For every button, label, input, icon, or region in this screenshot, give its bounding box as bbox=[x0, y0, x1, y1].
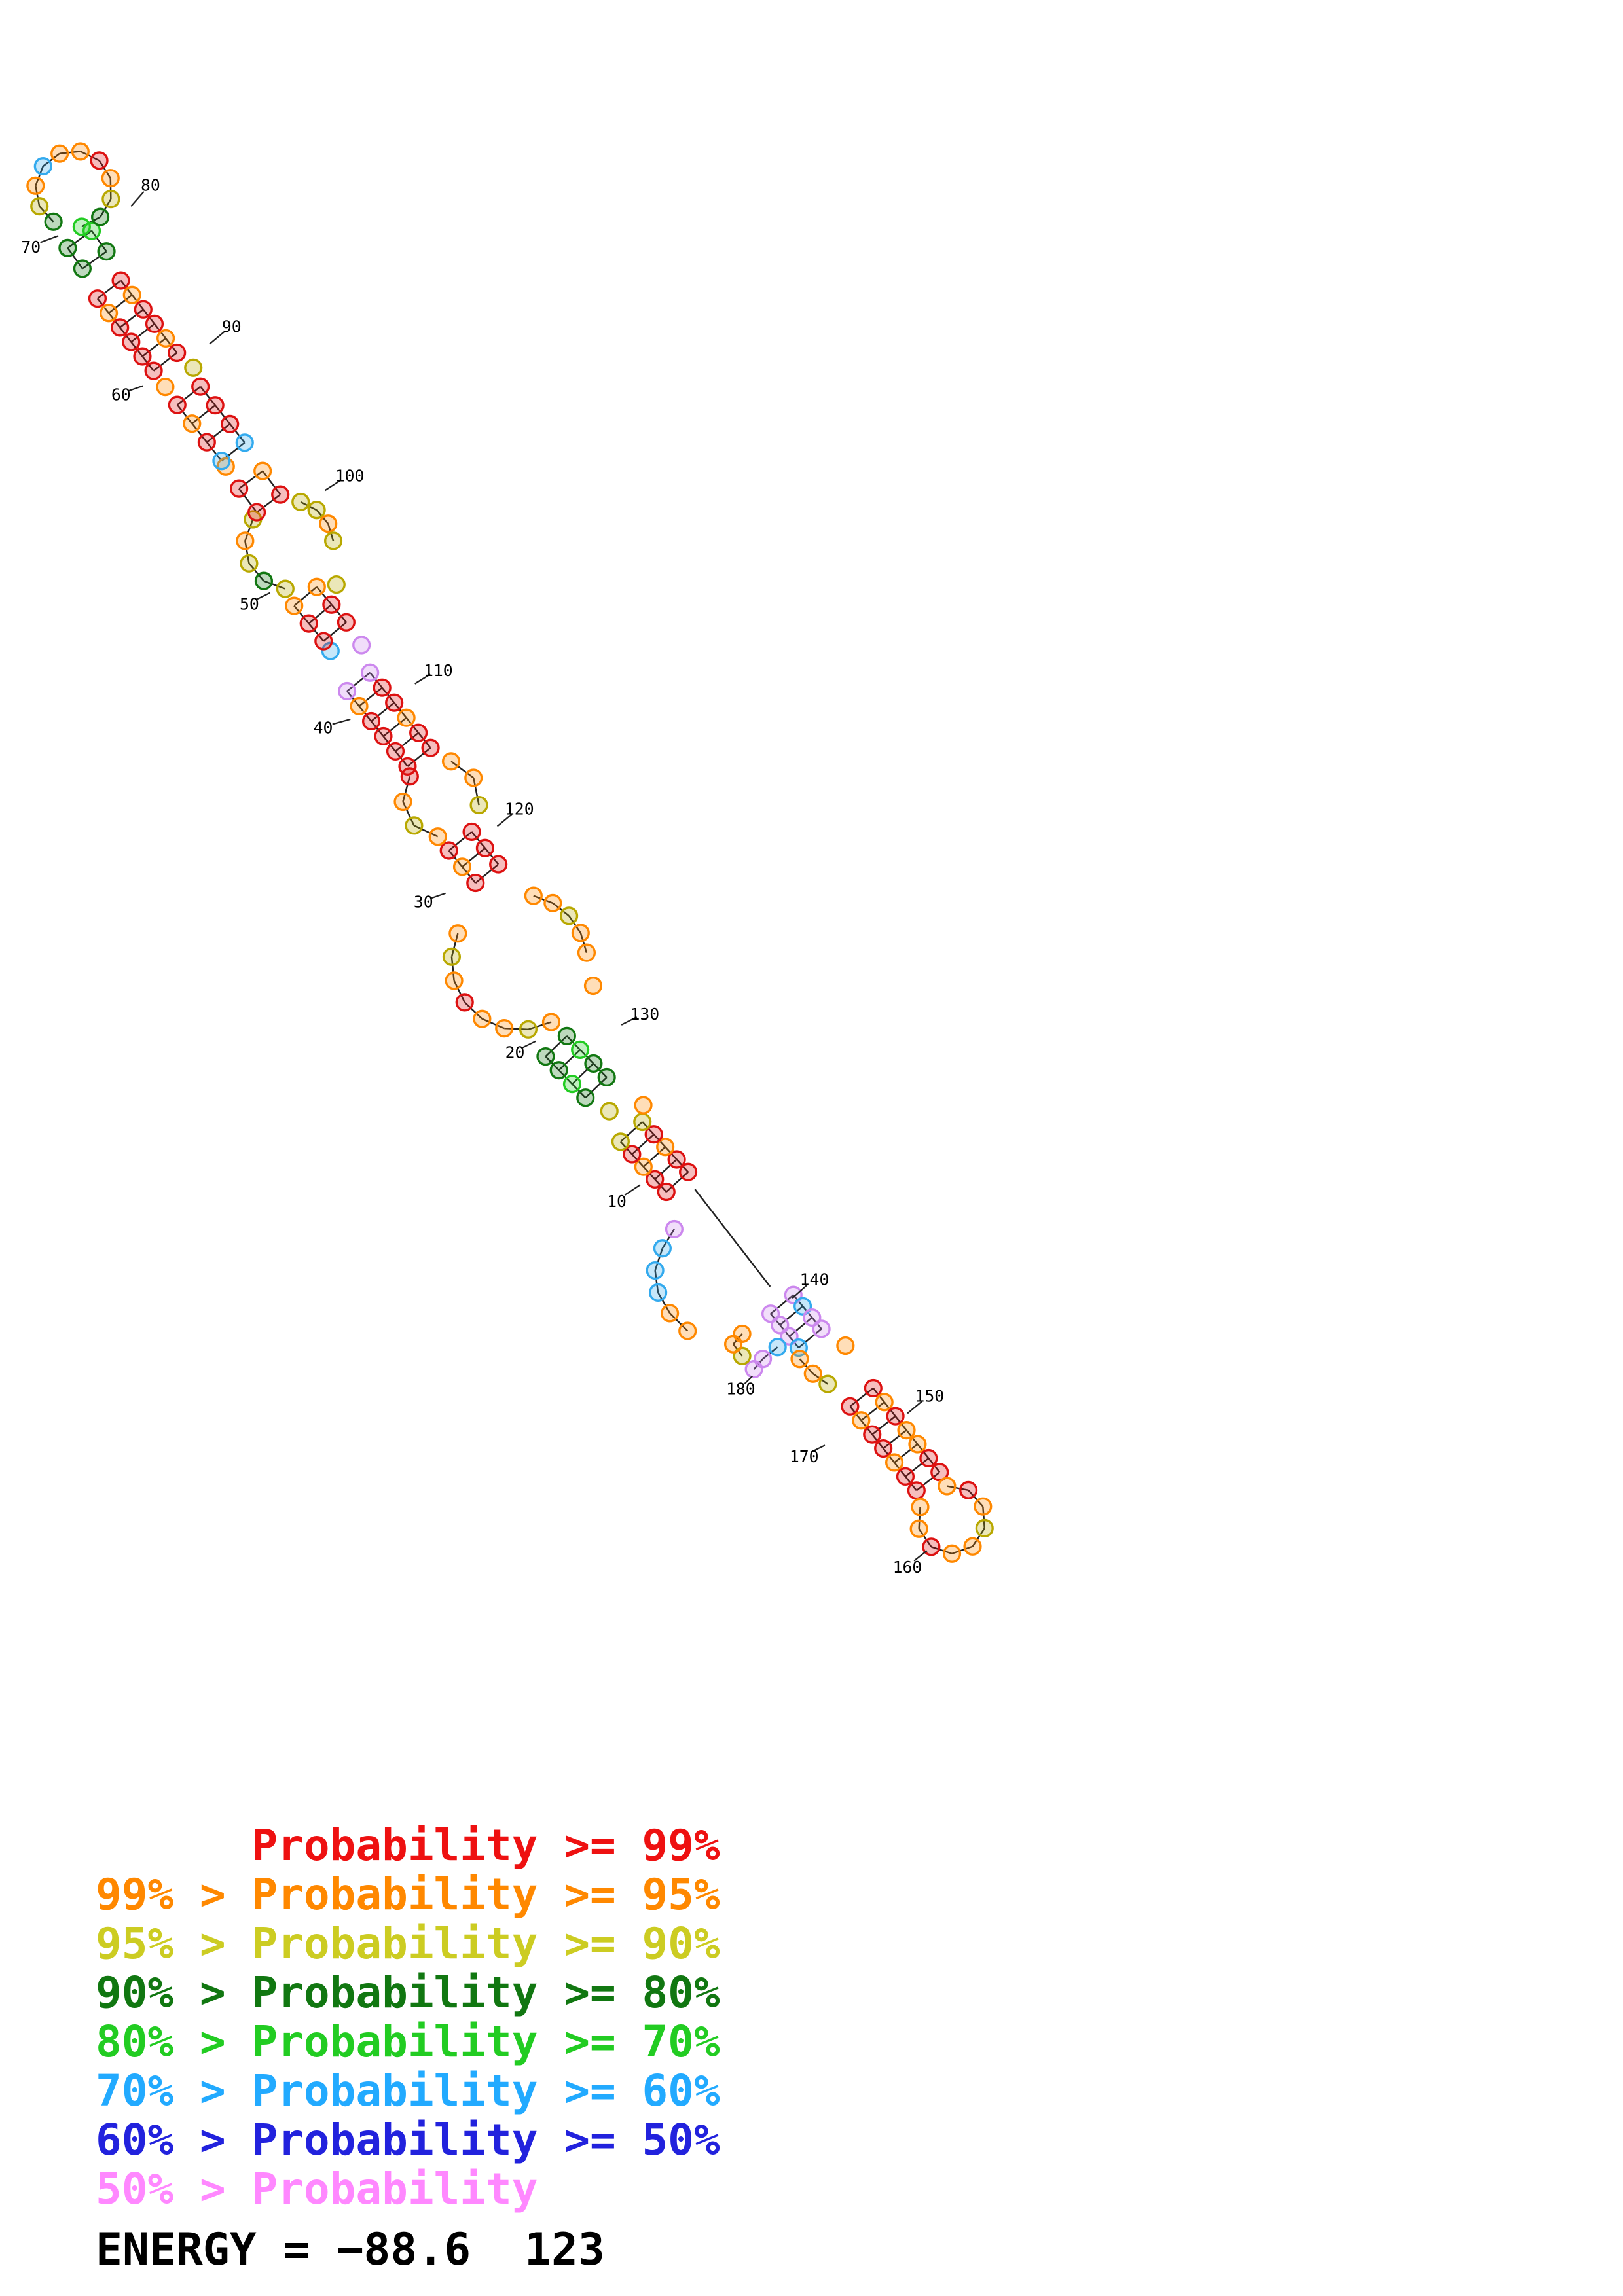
legend: Probability >= 99% 99% > Probability >= 9… bbox=[96, 1821, 720, 2214]
position-label: 60 bbox=[111, 385, 131, 404]
position-label: 130 bbox=[630, 1005, 659, 1024]
position-label: 30 bbox=[414, 893, 433, 912]
position-label: 160 bbox=[893, 1558, 922, 1577]
position-label: 100 bbox=[335, 466, 365, 485]
position-label: 70 bbox=[21, 238, 41, 257]
position-label: 150 bbox=[915, 1387, 944, 1406]
position-label: 180 bbox=[726, 1379, 756, 1398]
legend-line: 50% > Probability bbox=[96, 2164, 538, 2214]
position-label: 40 bbox=[314, 719, 333, 738]
position-label: 140 bbox=[800, 1270, 830, 1289]
legend-line: Probability >= 99% bbox=[96, 1820, 720, 1871]
legend-line: 95% > Probability >= 90% bbox=[96, 1918, 720, 1969]
legend-line: 80% > Probability >= 70% bbox=[96, 2017, 720, 2067]
position-label: 120 bbox=[505, 800, 534, 819]
legend-line: 99% > Probability >= 95% bbox=[96, 1869, 720, 1920]
position-label: 170 bbox=[790, 1447, 819, 1466]
position-label: 110 bbox=[424, 661, 453, 680]
position-label: 20 bbox=[505, 1043, 525, 1062]
position-label: 90 bbox=[222, 317, 242, 336]
legend-line: 70% > Probability >= 60% bbox=[96, 2066, 720, 2116]
legend-line: 60% > Probability >= 50% bbox=[96, 2115, 720, 2165]
position-label: 50 bbox=[240, 594, 259, 613]
position-label: 80 bbox=[141, 175, 160, 194]
legend-line: 90% > Probability >= 80% bbox=[96, 1967, 720, 2018]
energy-label: ENERGY = −88.6 123 bbox=[96, 2224, 605, 2276]
position-label: 10 bbox=[607, 1192, 627, 1211]
